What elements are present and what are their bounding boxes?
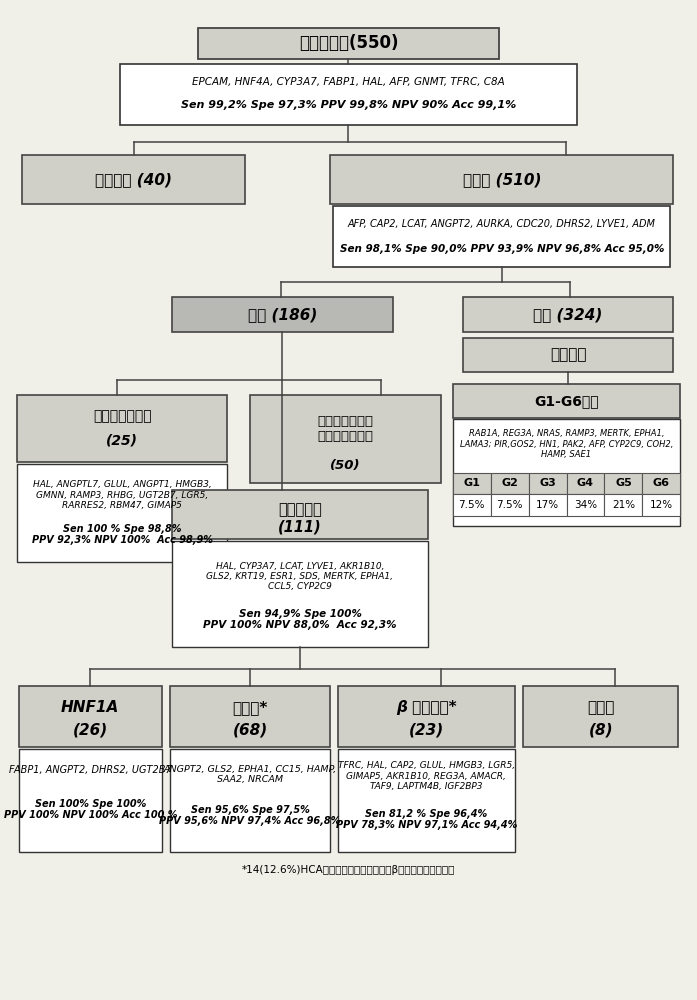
Bar [338,686,514,747]
Bar [171,490,429,539]
Text: G3: G3 [539,478,556,488]
Bar [19,686,162,747]
Bar [604,494,643,516]
Bar [643,473,680,494]
Text: 未分类: 未分类 [587,700,615,715]
Text: 17%: 17% [536,500,559,510]
Text: 炎性的*: 炎性的* [232,700,268,715]
Bar [250,395,441,483]
Text: HAL, ANGPTL7, GLUL, ANGPT1, HMGB3,
GMNN, RAMP3, RHBG, UGT2B7, LGR5,
RARRES2, RBM: HAL, ANGPTL7, GLUL, ANGPT1, HMGB3, GMNN,… [33,480,211,510]
Bar [523,686,678,747]
Bar [463,297,673,332]
Text: (68): (68) [232,723,268,738]
Text: 肝细胞癌: 肝细胞癌 [550,347,586,362]
Bar [330,155,673,204]
Text: G4: G4 [577,478,594,488]
Text: TFRC, HAL, CAP2, GLUL, HMGB3, LGR5,
GIMAP5, AKR1B10, REG3A, AMACR,
TAF9, LAPTM4B: TFRC, HAL, CAP2, GLUL, HMGB3, LGR5, GIMA… [338,761,515,791]
Bar [17,464,227,562]
Text: Sen 95,6% Spe 97,5%
PPV 95,6% NPV 97,4% Acc 96,8%: Sen 95,6% Spe 97,5% PPV 95,6% NPV 97,4% … [160,805,341,826]
Text: Sen 98,1% Spe 90,0% PPV 93,9% NPV 96,8% Acc 95,0%: Sen 98,1% Spe 90,0% PPV 93,9% NPV 96,8% … [339,244,664,254]
Text: 非肝细胞 (40): 非肝细胞 (40) [95,172,172,187]
Bar [198,28,499,59]
Text: 7.5%: 7.5% [496,500,523,510]
Bar [120,64,577,125]
Bar [567,494,604,516]
Text: (23): (23) [408,723,444,738]
Bar [453,494,491,516]
Text: (26): (26) [72,723,108,738]
Text: 12%: 12% [650,500,673,510]
Text: G1-G6分类: G1-G6分类 [534,394,599,408]
Text: ANGPT2, GLS2, EPHA1, CC15, HAMP,
SAA2, NRCAM: ANGPT2, GLS2, EPHA1, CC15, HAMP, SAA2, N… [164,765,337,784]
Text: 正常肝脏，肝硬
化和再生大结节: 正常肝脏，肝硬 化和再生大结节 [318,415,374,443]
Bar [463,338,673,372]
Bar [567,473,604,494]
Bar [643,494,680,516]
Bar [17,395,227,462]
Text: 34%: 34% [574,500,597,510]
Text: *14(12.6%)HCA表现出既是炎性表型又是β连环蛋白的激活突变: *14(12.6%)HCA表现出既是炎性表型又是β连环蛋白的激活突变 [241,865,454,875]
Text: Sen 94,9% Spe 100%
PPV 100% NPV 88,0%  Acc 92,3%: Sen 94,9% Spe 100% PPV 100% NPV 88,0% Ac… [204,609,397,630]
Text: RAB1A, REG3A, NRAS, RAMP3, MERTK, EPHA1,
LAMA3; PIR,GOS2, HN1, PAK2, AFP, CYP2C9: RAB1A, REG3A, NRAS, RAMP3, MERTK, EPHA1,… [460,429,673,459]
Bar [338,749,514,852]
Text: 肝细胞 (510): 肝细胞 (510) [463,172,541,187]
Bar [453,473,491,494]
Text: β 连环蛋白*: β 连环蛋白* [396,700,457,715]
Text: (8): (8) [588,723,613,738]
Text: Sen 99,2% Spe 97,3% PPV 99,8% NPV 90% Acc 99,1%: Sen 99,2% Spe 97,3% PPV 99,8% NPV 90% Ac… [181,100,516,110]
Text: (50): (50) [330,459,361,472]
Text: 肝细胞腺瘤: 肝细胞腺瘤 [278,502,322,517]
Bar [169,749,330,852]
Text: 局灶性结节增生: 局灶性结节增生 [93,410,151,424]
Text: G6: G6 [653,478,670,488]
Text: 7.5%: 7.5% [459,500,485,510]
Text: 21%: 21% [612,500,635,510]
Text: 恶性 (324): 恶性 (324) [533,307,603,322]
Text: G1: G1 [464,478,480,488]
Bar [171,541,429,647]
Text: Sen 100% Spe 100%
PPV 100% NPV 100% Acc 100 %: Sen 100% Spe 100% PPV 100% NPV 100% Acc … [3,799,177,820]
Bar [528,473,567,494]
Text: HNF1A: HNF1A [61,700,119,715]
Text: HAL, CYP3A7, LCAT, LYVE1, AKR1B10,
GLS2, KRT19, ESR1, SDS, MERTK, EPHA1,
CCL5, C: HAL, CYP3A7, LCAT, LYVE1, AKR1B10, GLS2,… [206,562,394,591]
Text: G2: G2 [501,478,518,488]
Bar [528,494,567,516]
Text: AFP, CAP2, LCAT, ANGPT2, AURKA, CDC20, DHRS2, LYVE1, ADM: AFP, CAP2, LCAT, ANGPT2, AURKA, CDC20, D… [348,219,656,229]
Text: (111): (111) [278,520,322,535]
Text: (25): (25) [106,433,138,447]
Text: 冷冻肝组织(550): 冷冻肝组织(550) [299,34,398,52]
Bar [491,473,528,494]
Text: Sen 100 % Spe 98,8%
PPV 92,3% NPV 100%  Acc 98,9%: Sen 100 % Spe 98,8% PPV 92,3% NPV 100% A… [31,523,213,545]
Text: Sen 81,2 % Spe 96,4%
PPV 78,3% NPV 97,1% Acc 94,4%: Sen 81,2 % Spe 96,4% PPV 78,3% NPV 97,1%… [336,809,517,830]
Bar [453,419,680,526]
Text: FABP1, ANGPT2, DHRS2, UGT2B7: FABP1, ANGPT2, DHRS2, UGT2B7 [9,765,171,775]
Bar [491,494,528,516]
Bar [19,749,162,852]
Bar [169,686,330,747]
Bar [333,206,671,267]
Bar [22,155,245,204]
Bar [171,297,393,332]
Text: G5: G5 [615,478,631,488]
Bar [453,384,680,418]
Text: 良性 (186): 良性 (186) [247,307,317,322]
Text: EPCAM, HNF4A, CYP3A7, FABP1, HAL, AFP, GNMT, TFRC, C8A: EPCAM, HNF4A, CYP3A7, FABP1, HAL, AFP, G… [192,77,505,87]
Bar [604,473,643,494]
